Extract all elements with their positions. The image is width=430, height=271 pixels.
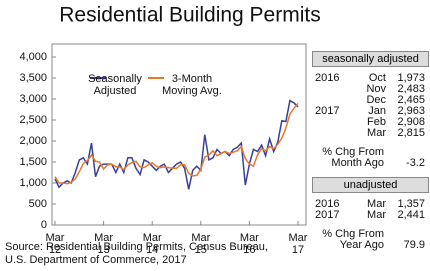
y-tick-label: 2,000 [19,135,47,147]
change-value: 79.9 [403,239,425,251]
data-line [54,99,299,190]
source-text: U.S. Department of Commerce, 2017 [5,254,187,266]
legend-label: 3-Month Moving Avg. [162,73,222,97]
change-label: Year Ago [339,239,384,251]
row-value: 1,357 [397,198,425,210]
row-year: 2017 [315,105,340,117]
x-tick-label: Mar 13 [94,232,114,256]
row-value: 2,908 [397,116,425,128]
x-tick-label: Mar 15 [191,232,211,256]
panel-header: unadjusted [312,177,429,193]
y-tick-label: 500 [29,198,47,210]
x-tick-label: Mar 14 [142,232,162,256]
chart-title: Residential Building Permits [59,4,320,27]
y-tick-label: 3,500 [19,72,47,84]
row-year: 2016 [315,72,340,84]
plot-frame [51,43,307,226]
source-text: Source: Residential Building Permits, Ce… [5,241,268,253]
row-month: Nov [366,83,386,95]
row-month: Mar [367,198,386,210]
change-label: Month Ago [331,157,384,169]
panel-header: seasonally adjusted [312,51,429,67]
row-month: Feb [367,116,386,128]
y-tick-label: 4,000 [19,51,47,63]
row-value: 1,973 [397,72,425,84]
x-tick-label: Mar 16 [239,232,259,256]
legend-label: Seasonally Adjusted [88,73,142,97]
y-tick-label: 0 [41,219,47,231]
change-label: % Chg From [322,228,384,240]
change-label: % Chg From [322,146,384,158]
row-value: 2,815 [397,127,425,139]
y-tick-label: 2,500 [19,114,47,126]
x-tick-label: Mar 17 [288,232,308,256]
x-tick-label: Mar 12 [45,232,65,256]
row-month: Jan [368,105,386,117]
data-line [54,102,299,185]
row-month: Dec [366,94,386,106]
row-value: 2,483 [397,83,425,95]
row-year: 2016 [315,198,340,210]
row-value: 2,441 [397,209,425,221]
y-tick-label: 1,500 [19,156,47,168]
row-month: Mar [367,127,386,139]
row-month: Oct [368,72,386,84]
change-value: -3.2 [406,157,425,169]
row-month: Mar [367,209,386,221]
row-value: 2,465 [397,94,425,106]
y-tick-label: 1,000 [19,177,47,189]
row-value: 2,963 [397,105,425,117]
y-tick-label: 3,000 [19,93,47,105]
row-year: 2017 [315,209,340,221]
